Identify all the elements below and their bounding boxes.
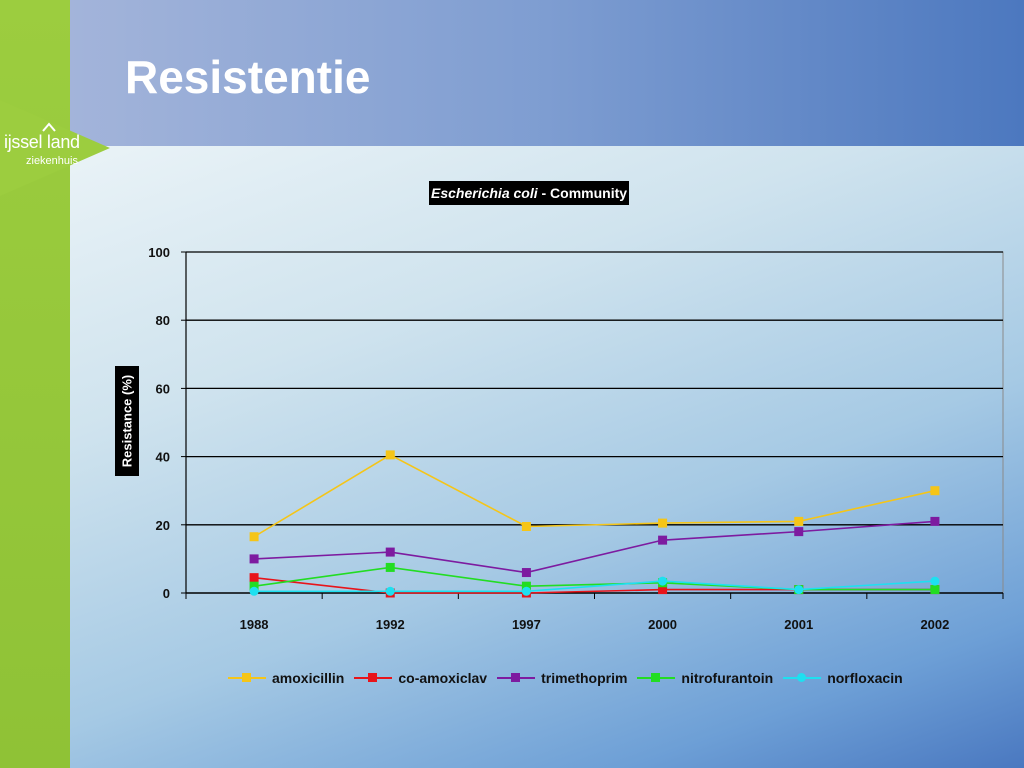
data-point-trimethoprim xyxy=(658,535,668,545)
data-point-amoxicillin xyxy=(794,516,804,526)
data-point-nitrofurantoin xyxy=(385,562,395,572)
data-point-amoxicillin xyxy=(521,522,531,532)
series-line-nitrofurantoin xyxy=(253,566,935,591)
legend-marker xyxy=(511,673,521,682)
data-point-nitrofurantoin xyxy=(930,585,940,595)
y-tick-label: 40 xyxy=(156,450,170,465)
plot-area-border xyxy=(185,251,1004,594)
legend-label: amoxicillin xyxy=(272,670,345,686)
x-tick-label: 1997 xyxy=(512,617,541,632)
series-line-norfloxacin xyxy=(254,580,935,593)
y-tick-label: 60 xyxy=(156,381,170,396)
data-point-nitrofurantoin xyxy=(521,581,531,591)
data-point-trimethoprim xyxy=(249,554,259,564)
series-line-amoxicillin xyxy=(253,453,936,538)
x-tick-label: 2000 xyxy=(648,617,677,632)
legend-label: trimethoprim xyxy=(541,670,628,686)
y-axis-label-box: Resistance (%) xyxy=(115,366,139,476)
data-point-norfloxacin xyxy=(658,576,668,586)
legend-marker xyxy=(797,673,807,682)
data-point-trimethoprim xyxy=(521,568,531,578)
y-tick-label: 20 xyxy=(156,518,170,533)
chart-legend: amoxicillin co-amoxiclav trimethoprim nitro… xyxy=(228,666,903,690)
data-point-trimethoprim xyxy=(794,527,804,537)
data-point-co-amoxiclav xyxy=(658,585,668,595)
legend-item-trimethoprim: trimethoprim xyxy=(497,670,627,686)
legend-marker xyxy=(242,673,251,682)
chart-title-organism: Escherichia coli xyxy=(431,185,538,201)
logo-subtext: ziekenhuis xyxy=(26,155,78,167)
legend-swatch-trimethoprim xyxy=(497,671,536,685)
legend-label: nitrofurantoin xyxy=(681,670,774,686)
x-tick-label: 2002 xyxy=(920,617,949,632)
data-point-norfloxacin xyxy=(794,585,804,595)
legend-label: co-amoxiclav xyxy=(398,670,488,686)
data-point-trimethoprim xyxy=(930,516,940,526)
y-tick-label: 80 xyxy=(156,313,170,328)
legend-swatch-norfloxacin xyxy=(783,671,822,685)
y-tick-label: 0 xyxy=(163,586,170,601)
logo-roof-icon xyxy=(42,122,56,132)
legend-marker xyxy=(368,673,378,682)
x-tick-label: 1992 xyxy=(376,617,405,632)
logo-text: ijssel land xyxy=(4,132,80,152)
x-tick-label: 2001 xyxy=(784,617,813,632)
legend-item-nitrofurantoin: nitrofurantoin xyxy=(637,670,773,686)
legend-swatch-co-amoxiclav xyxy=(354,671,393,685)
data-point-norfloxacin xyxy=(521,586,531,596)
data-point-norfloxacin xyxy=(249,586,259,596)
data-point-trimethoprim xyxy=(385,547,395,557)
header-band xyxy=(70,0,1024,146)
data-point-amoxicillin xyxy=(249,532,259,542)
series-line-trimethoprim xyxy=(254,520,935,574)
legend-swatch-amoxicillin xyxy=(228,671,266,685)
data-point-norfloxacin xyxy=(930,576,940,586)
slide-title: Resistentie xyxy=(125,51,371,103)
legend-swatch-nitrofurantoin xyxy=(637,671,676,685)
data-point-amoxicillin xyxy=(930,486,940,496)
data-point-nitrofurantoin xyxy=(249,581,259,591)
legend-item-norfloxacin: norfloxacin xyxy=(783,670,903,686)
data-point-amoxicillin xyxy=(658,518,668,528)
legend-item-amoxicillin: amoxicillin xyxy=(228,670,344,686)
data-point-norfloxacin xyxy=(385,586,395,596)
hospital-logo: ijssel land ziekenhuis xyxy=(4,122,96,172)
chart-title-subtitle: - Community xyxy=(537,185,628,201)
y-axis-label: Resistance (%) xyxy=(119,374,135,468)
legend-label: norfloxacin xyxy=(827,670,903,686)
data-point-amoxicillin xyxy=(385,450,395,460)
y-tick-label: 100 xyxy=(148,245,170,260)
legend-item-co-amoxiclav: co-amoxiclav xyxy=(354,670,487,686)
chart-title: Escherichia coli - Community xyxy=(429,181,630,205)
legend-marker xyxy=(651,673,661,682)
green-side-notch xyxy=(0,100,110,196)
x-tick-label: 1988 xyxy=(240,617,269,632)
data-point-co-amoxiclav xyxy=(249,573,259,583)
